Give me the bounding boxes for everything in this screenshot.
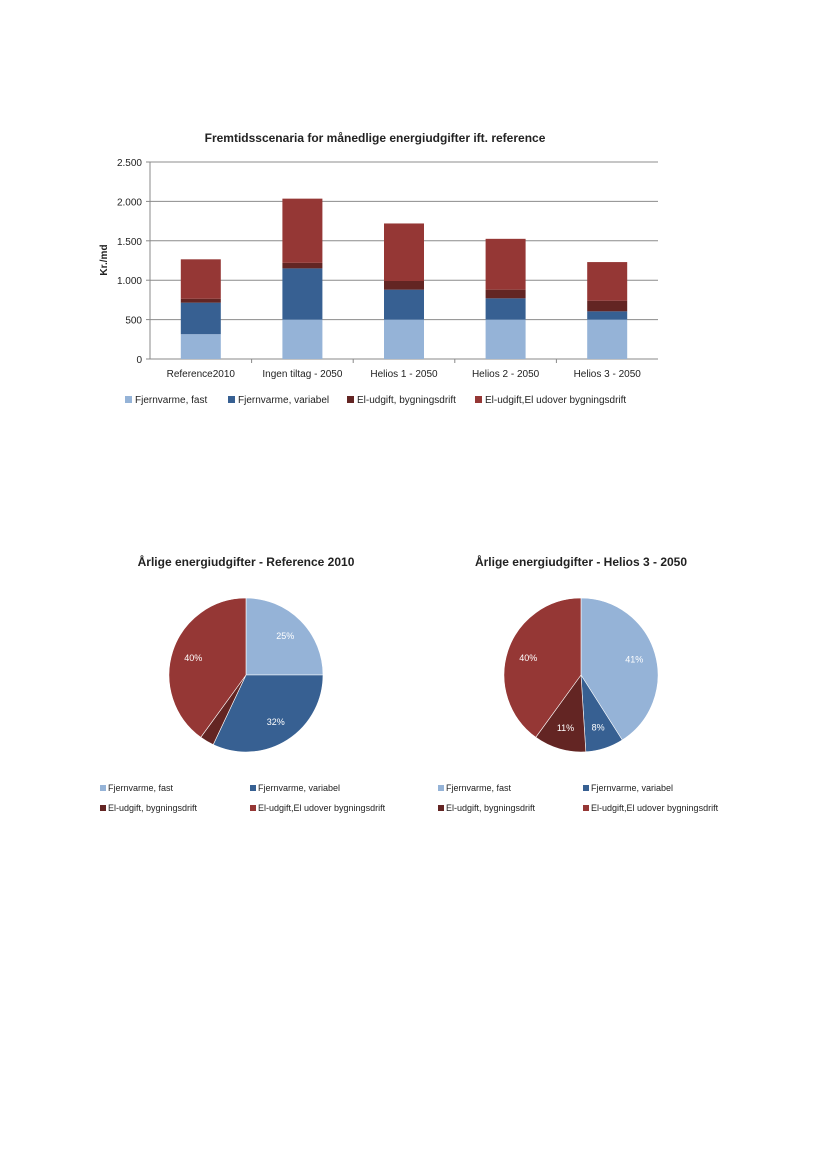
bar-segment [587, 311, 628, 320]
y-tick-label: 500 [125, 316, 142, 327]
bar-segment [384, 223, 424, 281]
bar-segment [282, 198, 323, 263]
legend-label: El-udgift,El udover bygningsdrift [485, 395, 626, 406]
pie-data-label: 8% [592, 723, 605, 733]
legend-swatch [250, 805, 256, 811]
bar-segment [587, 319, 628, 359]
pie-slice [580, 597, 659, 741]
pie2-title: Årlige energiudgifter - Helios 3 - 2050 [475, 554, 687, 569]
bar-segment [180, 334, 221, 359]
bar-segment [384, 289, 424, 320]
bar-segment [384, 319, 424, 359]
bar-segment [282, 319, 323, 359]
legend-swatch [228, 396, 235, 403]
legend-label: Fjernvarme, fast [108, 783, 174, 793]
bar-segment [485, 319, 526, 359]
legend-swatch [100, 805, 106, 811]
bar-segment [180, 298, 221, 303]
legend-swatch [100, 785, 106, 791]
y-tick-label: 0 [136, 355, 142, 366]
bar-segment [384, 280, 424, 290]
bar-segment [485, 289, 526, 299]
bar-segment [587, 262, 628, 301]
legend-label: Fjernvarme, variabel [258, 783, 340, 793]
bar-chart-ylabel: Kr./md [99, 244, 110, 275]
bar-segment [282, 268, 323, 320]
pie-slice [245, 597, 324, 676]
legend-label: El-udgift,El udover bygningsdrift [591, 803, 719, 813]
legend-label: El-udgift, bygningsdrift [357, 395, 456, 406]
bar-segment [587, 300, 628, 312]
legend-label: El-udgift,El udover bygningsdrift [258, 803, 386, 813]
pie-data-label: 32% [267, 717, 285, 727]
x-tick-label: Helios 3 - 2050 [574, 369, 642, 380]
legend-swatch [475, 396, 482, 403]
pie-slice [503, 597, 582, 738]
pie-data-label: 11% [557, 723, 574, 733]
pie-chart-helios-3-2050: Årlige energiudgifter - Helios 3 - 2050 … [438, 554, 719, 813]
x-tick-label: Ingen tiltag - 2050 [262, 369, 342, 380]
legend-label: Fjernvarme, variabel [591, 783, 673, 793]
pie-data-label: 40% [184, 653, 202, 663]
bar-chart-title: Fremtidsscenaria for månedlige energiudg… [205, 131, 546, 145]
legend-label: El-udgift, bygningsdrift [446, 803, 536, 813]
legend-swatch [438, 805, 444, 811]
y-tick-label: 2.500 [117, 158, 142, 169]
pie1-title: Årlige energiudgifter - Reference 2010 [138, 554, 355, 569]
legend-label: Fjernvarme, fast [446, 783, 512, 793]
y-tick-label: 1.000 [117, 276, 142, 287]
legend-label: El-udgift, bygningsdrift [108, 803, 198, 813]
pie-chart-reference-2010: Årlige energiudgifter - Reference 2010 2… [100, 554, 386, 813]
bar-segment [282, 262, 323, 269]
legend-swatch [250, 785, 256, 791]
bar-segment [485, 238, 526, 290]
pie-slice [212, 674, 324, 753]
pie-data-label: 25% [276, 631, 294, 641]
x-tick-label: Helios 1 - 2050 [370, 369, 438, 380]
legend-swatch [438, 785, 444, 791]
legend-label: Fjernvarme, variabel [238, 395, 329, 406]
legend-swatch [583, 805, 589, 811]
legend-label: Fjernvarme, fast [135, 395, 207, 406]
bar-segment [180, 302, 221, 335]
bar-chart: Fremtidsscenaria for månedlige energiudg… [99, 131, 658, 406]
y-tick-label: 1.500 [117, 237, 142, 248]
legend-swatch [347, 396, 354, 403]
legend-swatch [583, 785, 589, 791]
pie-data-label: 40% [519, 653, 537, 663]
pie-data-label: 41% [625, 655, 643, 665]
bar-segment [485, 298, 526, 320]
y-tick-label: 2.000 [117, 197, 142, 208]
pie-slice [168, 597, 247, 738]
x-tick-label: Reference2010 [167, 369, 236, 380]
bar-segment [180, 259, 221, 299]
legend-swatch [125, 396, 132, 403]
x-tick-label: Helios 2 - 2050 [472, 369, 540, 380]
